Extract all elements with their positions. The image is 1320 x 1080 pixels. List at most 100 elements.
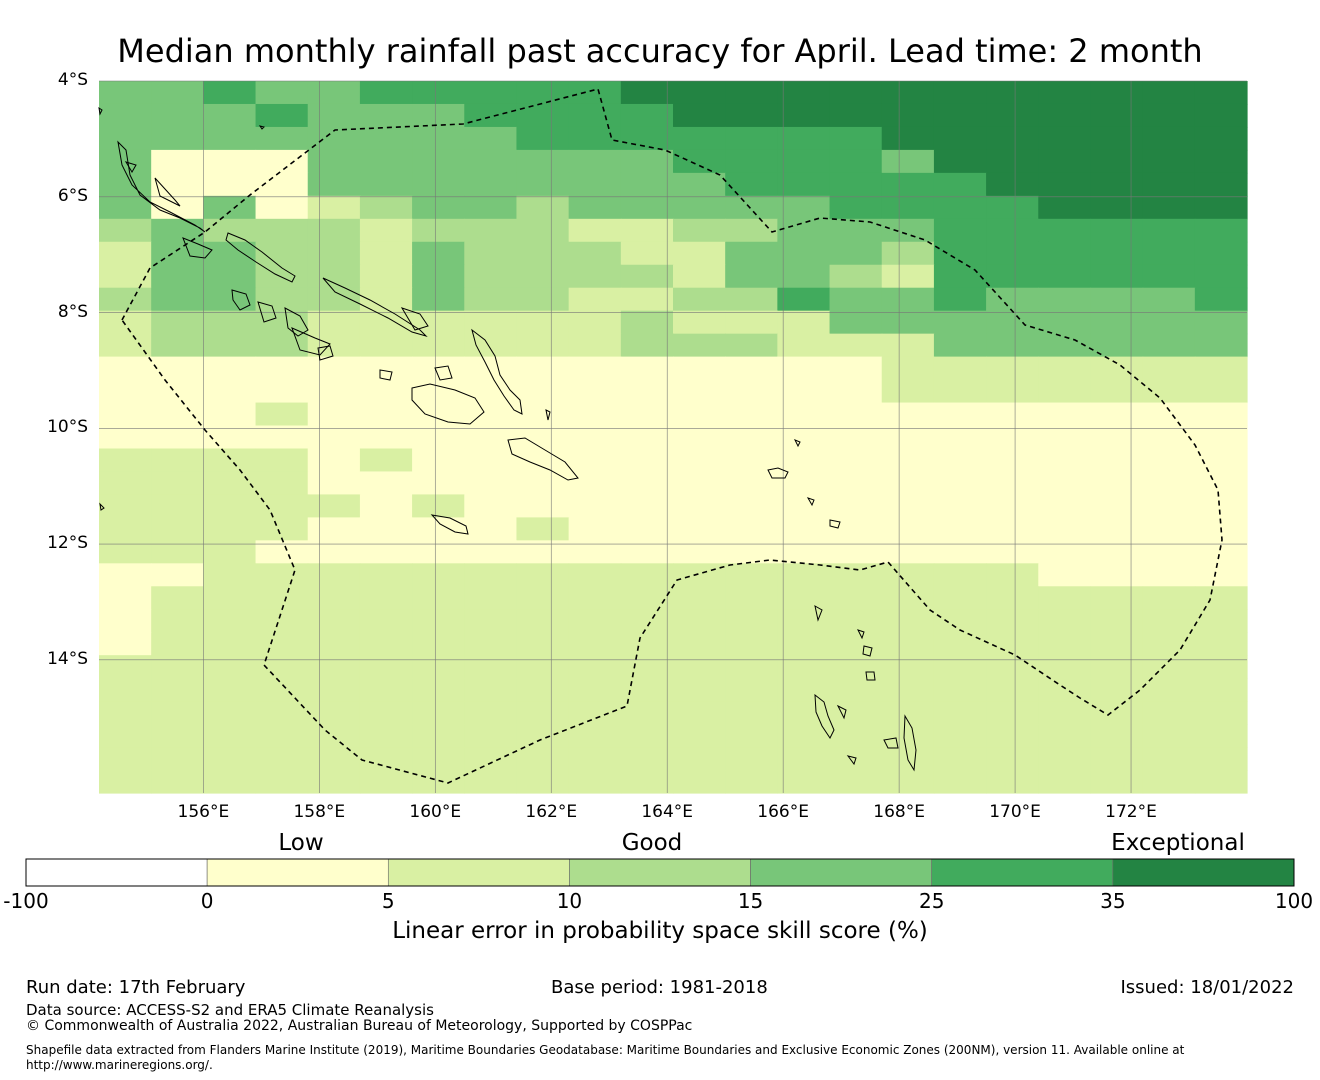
grid-cell xyxy=(203,356,257,381)
grid-cell xyxy=(673,81,726,105)
grid-cell xyxy=(777,379,831,404)
grid-cell xyxy=(777,126,831,151)
grid-cell xyxy=(986,356,1039,381)
grid-cell xyxy=(307,609,361,633)
grid-cell xyxy=(99,356,152,381)
grid-cell xyxy=(829,586,883,610)
grid-cell xyxy=(829,356,883,381)
grid-cell xyxy=(412,678,465,702)
grid-cell xyxy=(1194,701,1248,725)
grid-cell xyxy=(933,241,987,266)
grid-cell xyxy=(1142,333,1196,358)
grid-cell xyxy=(99,241,152,266)
grid-cell xyxy=(1090,126,1144,151)
grid-cell xyxy=(1194,402,1248,427)
grid-cell xyxy=(255,563,309,587)
grid-cell xyxy=(777,356,831,381)
coastlines xyxy=(98,106,917,772)
grid-cell xyxy=(151,103,204,128)
grid-cell xyxy=(1038,356,1092,381)
grid-cell xyxy=(620,172,674,197)
grid-cell xyxy=(1194,540,1248,564)
grid-cell xyxy=(568,287,622,312)
grid-cell xyxy=(986,678,1039,702)
grid-cell xyxy=(725,264,778,289)
grid-cell xyxy=(464,333,518,358)
grid-cell xyxy=(1090,287,1144,312)
grid-cell xyxy=(777,149,831,174)
grid-cell xyxy=(99,494,152,518)
grid-cell xyxy=(359,149,413,174)
grid-cell xyxy=(829,701,883,725)
grid-cell xyxy=(933,425,987,450)
grid-cell xyxy=(412,655,465,679)
grid-cell xyxy=(464,609,518,633)
grid-cell xyxy=(1038,81,1092,105)
grid-cell xyxy=(1142,609,1196,633)
grid-cell xyxy=(725,563,778,587)
grid-cell xyxy=(933,310,987,335)
grid-cell xyxy=(516,81,570,105)
grid-cell xyxy=(203,310,257,335)
grid-cell xyxy=(99,632,152,656)
grid-cell xyxy=(151,218,204,243)
island-outline xyxy=(257,301,277,323)
grid-cell xyxy=(986,81,1039,105)
grid-cell xyxy=(1038,563,1092,587)
grid-cell xyxy=(151,287,204,312)
grid-cell xyxy=(725,747,778,771)
grid-cell xyxy=(412,724,465,748)
grid-cell xyxy=(829,264,883,289)
shapefile-url: http://www.marineregions.org/. xyxy=(26,1058,213,1072)
grid-cell xyxy=(933,724,987,748)
grid-cell xyxy=(255,81,309,105)
grid-cell xyxy=(1142,218,1196,243)
grid-cell xyxy=(725,287,778,312)
grid-cell xyxy=(568,655,622,679)
grid-cell xyxy=(1194,425,1248,450)
grid-cell xyxy=(881,149,935,174)
island-outline xyxy=(545,409,551,421)
grid-cell xyxy=(1038,747,1092,771)
grid-cell xyxy=(673,632,726,656)
longitude-label: 160°E xyxy=(409,802,462,822)
longitude-label: 170°E xyxy=(989,802,1041,822)
grid-cell xyxy=(151,540,204,564)
grid-cell xyxy=(151,149,204,174)
grid-cell xyxy=(933,540,987,564)
grid-cell xyxy=(725,356,778,381)
grid-cell xyxy=(829,448,883,473)
grid-cell xyxy=(151,356,204,381)
grid-cell xyxy=(412,81,465,105)
grid-cell xyxy=(620,425,674,450)
grid-cell xyxy=(881,379,935,404)
grid-cell xyxy=(1142,586,1196,610)
grid-cell xyxy=(1038,103,1092,128)
grid-cell xyxy=(725,448,778,473)
grid-cell xyxy=(620,264,674,289)
grid-cell xyxy=(568,333,622,358)
grid-cell xyxy=(620,402,674,427)
grid-cell xyxy=(99,172,152,197)
grid-cell xyxy=(1142,471,1196,496)
grid-cell xyxy=(1194,126,1248,151)
grid-cell xyxy=(829,172,883,197)
latitude-label: 8°S xyxy=(57,301,88,322)
grid-cell xyxy=(359,402,413,427)
grid-cell xyxy=(933,402,987,427)
grid-cell xyxy=(151,448,204,473)
grid-cell xyxy=(203,632,257,656)
grid-cell xyxy=(412,425,465,450)
grid-cell xyxy=(725,241,778,266)
grid-cell xyxy=(1194,103,1248,128)
grid-cell xyxy=(516,770,570,794)
grid-cell xyxy=(1090,655,1144,679)
grid-cell xyxy=(1142,287,1196,312)
grid-cell xyxy=(99,310,152,335)
grid-cell xyxy=(725,586,778,610)
grid-cell xyxy=(933,103,987,128)
grid-cell xyxy=(151,195,204,220)
grid-cell xyxy=(464,540,518,564)
grid-cell xyxy=(412,356,465,381)
grid-cell xyxy=(1194,747,1248,771)
